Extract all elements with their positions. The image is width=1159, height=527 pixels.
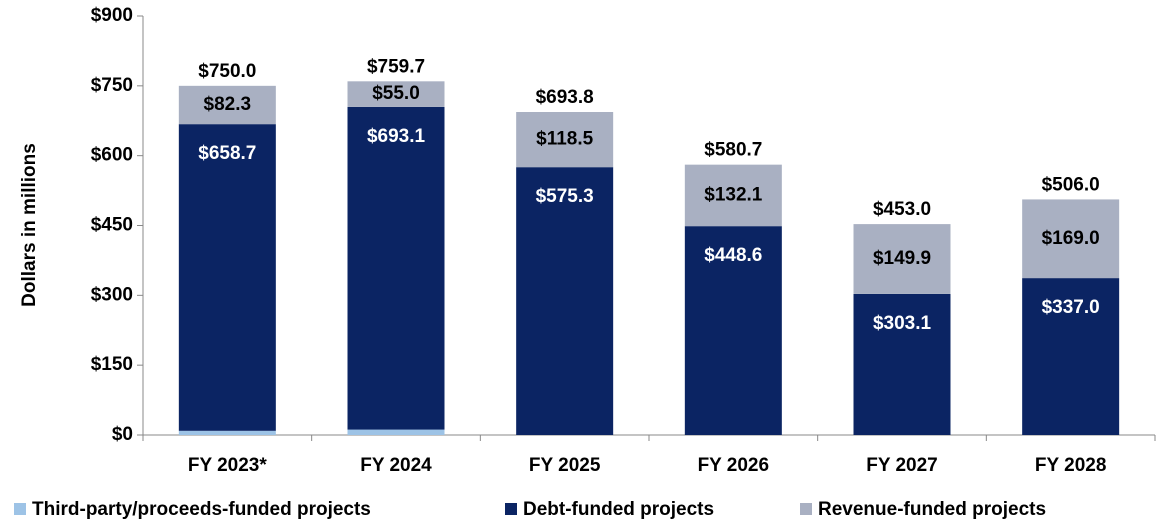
- x-tick-label: FY 2023*: [188, 455, 267, 476]
- data-label: $149.9: [873, 248, 931, 269]
- x-tick-label: FY 2026: [698, 455, 769, 476]
- legend-label: Debt-funded projects: [523, 499, 714, 520]
- bar-segment: [516, 167, 614, 435]
- data-label: $132.1: [704, 184, 763, 205]
- total-label: $580.7: [704, 140, 762, 161]
- legend-swatch: [800, 503, 812, 515]
- bar-segment: [853, 293, 951, 435]
- legend-label: Third-party/proceeds-funded projects: [32, 499, 371, 520]
- y-tick-label: $450: [91, 215, 133, 236]
- bar-segment: [178, 124, 276, 431]
- data-label: $448.6: [704, 245, 762, 266]
- bar-segment: [347, 429, 445, 435]
- bar-segment: [178, 430, 276, 435]
- total-label: $506.0: [1042, 174, 1100, 195]
- data-label: $169.0: [1042, 228, 1100, 249]
- bar-segment: [347, 81, 445, 107]
- bar-segment: [178, 85, 276, 125]
- bar-segment: [1022, 199, 1120, 279]
- bar-segment: [1022, 278, 1120, 435]
- y-tick-label: $0: [112, 424, 133, 445]
- legend-swatch: [14, 503, 26, 515]
- total-label: $693.8: [536, 87, 594, 108]
- legend-swatch: [505, 503, 517, 515]
- data-label: $693.1: [367, 126, 426, 147]
- y-tick-label: $900: [91, 5, 133, 26]
- x-tick-label: FY 2025: [529, 455, 601, 476]
- total-label: $750.0: [198, 61, 256, 82]
- x-tick-label: FY 2024: [360, 455, 432, 476]
- total-label: $453.0: [873, 199, 931, 220]
- y-tick-label: $150: [91, 354, 133, 375]
- data-label: $55.0: [372, 83, 420, 104]
- data-label: $658.7: [198, 143, 256, 164]
- bar-segment: [684, 226, 782, 435]
- bar-segment: [853, 224, 951, 294]
- data-label: $337.0: [1042, 297, 1100, 318]
- data-label: $303.1: [873, 313, 932, 334]
- total-label: $759.7: [367, 56, 425, 77]
- y-tick-label: $300: [91, 284, 133, 305]
- y-tick-label: $750: [91, 75, 133, 96]
- data-label: $118.5: [536, 129, 593, 150]
- x-tick-label: FY 2027: [866, 455, 937, 476]
- bar-segment: [684, 164, 782, 227]
- y-axis-label: Dollars in millions: [19, 143, 40, 307]
- x-tick-label: FY 2028: [1035, 455, 1106, 476]
- data-label: $575.3: [536, 186, 594, 207]
- legend-label: Revenue-funded projects: [818, 499, 1046, 520]
- bar-segment: [516, 111, 614, 168]
- y-tick-label: $600: [91, 145, 133, 166]
- bar-segment: [347, 106, 445, 430]
- data-label: $82.3: [204, 94, 252, 115]
